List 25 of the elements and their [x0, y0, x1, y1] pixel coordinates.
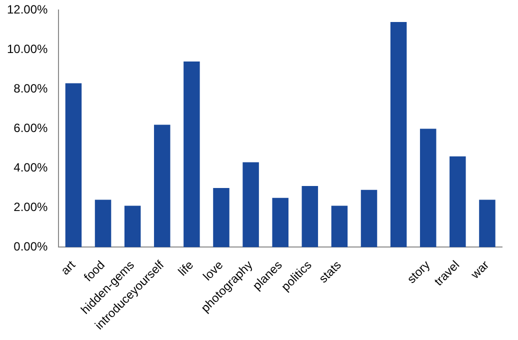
bar — [154, 124, 170, 248]
bar — [450, 156, 466, 248]
x-tick-label: war — [467, 258, 492, 282]
bar — [213, 188, 230, 248]
bar — [184, 62, 200, 248]
y-tick-label: 12.00% — [6, 2, 48, 17]
y-tick-label: 2.00% — [14, 200, 48, 214]
bar — [479, 200, 496, 248]
y-tick-label: 0.00% — [14, 240, 48, 254]
bar — [420, 128, 436, 248]
y-tick-label: 4.00% — [14, 160, 48, 175]
bar — [94, 200, 112, 248]
bar — [124, 206, 141, 248]
x-tick-label: life — [175, 258, 196, 279]
bar — [65, 83, 82, 248]
x-tick-label: art — [58, 257, 78, 278]
y-tick-label: 6.00% — [14, 121, 48, 136]
bar — [272, 198, 288, 248]
y-tick-label: 8.00% — [14, 82, 48, 96]
bar — [242, 162, 259, 248]
bar — [390, 22, 407, 248]
y-tick-label: 10.00% — [6, 42, 48, 56]
bar — [331, 206, 348, 248]
bar — [360, 190, 378, 248]
bar — [302, 186, 318, 248]
